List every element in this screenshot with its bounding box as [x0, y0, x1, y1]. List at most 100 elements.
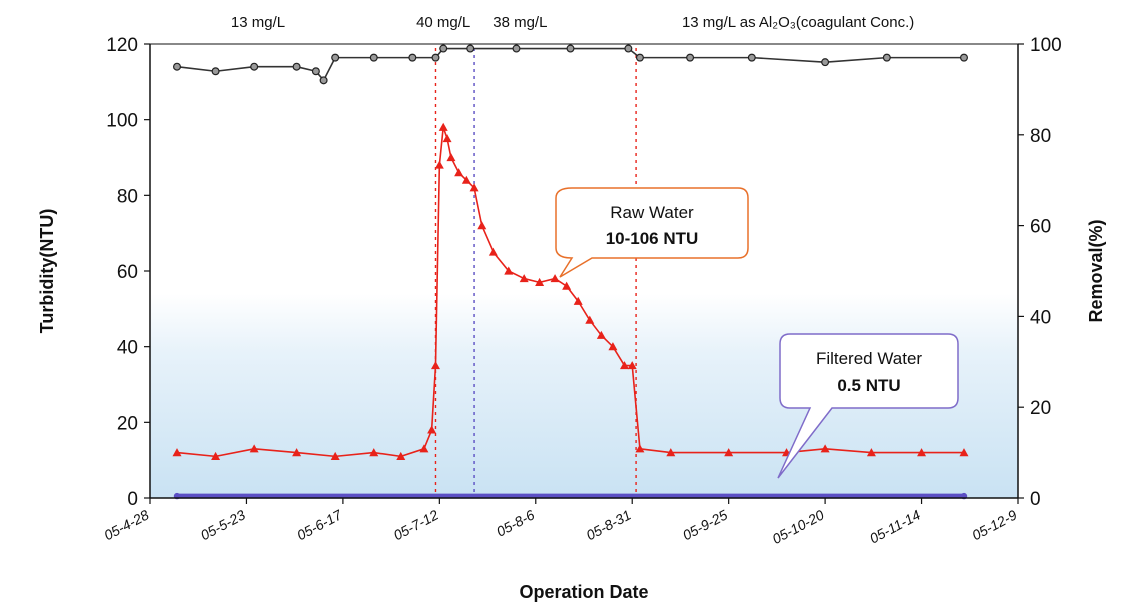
y2-axis-title: Removal(%) — [1086, 219, 1106, 322]
dose-annotation: 40 mg/L — [416, 14, 470, 31]
removal-point — [821, 58, 830, 67]
removal-point — [882, 53, 891, 62]
removal-point — [686, 53, 695, 62]
x-tick-label: 05-5-23 — [198, 506, 248, 543]
raw-water-point — [292, 448, 302, 457]
raw-water-point — [504, 266, 514, 275]
raw-water-point — [469, 183, 479, 192]
x-axis-title: Operation Date — [519, 582, 648, 602]
raw-water-point — [461, 175, 471, 184]
raw-water-point — [369, 448, 379, 457]
raw-water-point — [550, 274, 560, 283]
dose-annotation: 38 mg/L — [493, 14, 547, 31]
removal-point — [512, 44, 521, 53]
x-tick-label: 05-11-14 — [867, 506, 923, 546]
removal-point — [319, 76, 328, 85]
raw-water-point — [488, 247, 498, 256]
left-axis-ticks: 0 20 40 60 80 100 120 — [106, 35, 150, 510]
y2-tick-label: 100 — [1030, 35, 1062, 56]
callout-raw-water-bubble — [555, 187, 749, 278]
raw-water-point — [596, 330, 606, 339]
removal-point — [173, 62, 182, 71]
dose-annotation: 13 mg/L as Al₂O₃(coagulant Conc.) — [682, 14, 914, 31]
raw-water-point — [959, 448, 969, 457]
raw-water-point — [608, 342, 618, 351]
raw-water-point — [666, 448, 676, 457]
y2-tick-label: 20 — [1030, 398, 1051, 419]
right-axis-ticks: 0 20 40 60 80 100 — [1018, 35, 1062, 510]
raw-water-point — [519, 274, 529, 283]
removal-point — [439, 44, 448, 53]
raw-water-point — [419, 444, 429, 453]
y2-tick-label: 80 — [1030, 126, 1051, 147]
callout-filtered-water-value: 0.5 NTU — [837, 376, 900, 395]
y-axis-title: Turbidity(NTU) — [37, 209, 57, 334]
y-tick-label: 100 — [106, 111, 138, 132]
removal-point — [331, 53, 340, 62]
removal-point — [369, 53, 378, 62]
removal-point — [466, 44, 475, 53]
y-tick-label: 60 — [117, 262, 138, 283]
raw-water-point — [430, 361, 440, 370]
x-tick-label: 05-10-20 — [770, 506, 827, 547]
x-axis-ticks: 05-4-28 05-5-23 05-6-17 05-7-12 05-8-6 05-8-3… — [101, 498, 1020, 547]
raw-water-point — [427, 425, 437, 434]
raw-water-point — [820, 444, 830, 453]
x-tick-label: 05-4-28 — [101, 506, 151, 543]
series-layer — [172, 44, 969, 500]
raw-water-point — [620, 361, 630, 370]
callout-raw-water: Raw Water 10-106 NTU — [555, 187, 749, 278]
y2-tick-label: 40 — [1030, 307, 1051, 328]
x-tick-label: 05-8-31 — [584, 507, 634, 544]
vertical-markers — [434, 48, 637, 498]
raw-water-point — [917, 448, 927, 457]
raw-water-point — [172, 448, 182, 457]
raw-water-point — [249, 444, 259, 453]
removal-point — [250, 62, 259, 71]
callout-filtered-water-label: Filtered Water — [816, 349, 922, 368]
raw-water-point — [454, 168, 464, 177]
raw-water-point — [434, 160, 444, 169]
callout-raw-water-range: 10-106 NTU — [606, 229, 699, 248]
raw-water-point — [573, 296, 583, 305]
y-tick-label: 120 — [106, 35, 138, 56]
dose-annotation: 13 mg/L — [231, 14, 285, 31]
raw-water-point — [562, 281, 572, 290]
dose-annotations: 13 mg/L 40 mg/L 38 mg/L 13 mg/L as Al₂O₃(co… — [231, 14, 914, 31]
raw-water-point — [330, 451, 340, 460]
raw-water-point — [585, 315, 595, 324]
raw-water-point — [438, 122, 448, 131]
raw-water-point — [866, 448, 876, 457]
callout-filtered-water: Filtered Water 0.5 NTU — [777, 333, 959, 479]
removal-point — [211, 67, 220, 76]
raw-water-point — [535, 277, 545, 286]
raw-water-point — [446, 153, 456, 162]
y2-tick-label: 0 — [1030, 489, 1041, 510]
removal-point — [292, 62, 301, 71]
raw-water-point — [396, 451, 406, 460]
removal-point — [431, 53, 440, 62]
x-tick-label: 05-8-6 — [494, 506, 537, 539]
y-tick-label: 20 — [117, 413, 138, 434]
y2-tick-label: 60 — [1030, 217, 1051, 238]
raw-water-point — [477, 221, 487, 230]
callout-raw-water-label: Raw Water — [610, 203, 694, 222]
x-tick-label: 05-7-12 — [391, 506, 441, 543]
removal-series — [173, 44, 968, 85]
x-tick-label: 05-6-17 — [294, 506, 345, 543]
raw-water-point — [627, 361, 637, 370]
callout-filtered-water-bubble — [777, 333, 959, 479]
x-tick-label: 05-9-25 — [680, 506, 730, 543]
y-tick-label: 0 — [127, 489, 138, 510]
plot-background — [150, 44, 1018, 498]
x-tick-label: 05-12-9 — [969, 506, 1019, 543]
removal-point — [408, 53, 417, 62]
removal-point — [747, 53, 756, 62]
removal-point — [624, 44, 633, 53]
raw-water-point — [724, 448, 734, 457]
raw-water-point — [211, 451, 221, 460]
removal-point — [566, 44, 575, 53]
raw-water-series — [172, 122, 969, 460]
removal-point — [311, 67, 320, 76]
y-tick-label: 80 — [117, 186, 138, 207]
